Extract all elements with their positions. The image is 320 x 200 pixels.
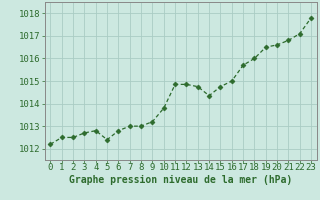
X-axis label: Graphe pression niveau de la mer (hPa): Graphe pression niveau de la mer (hPa) bbox=[69, 175, 292, 185]
